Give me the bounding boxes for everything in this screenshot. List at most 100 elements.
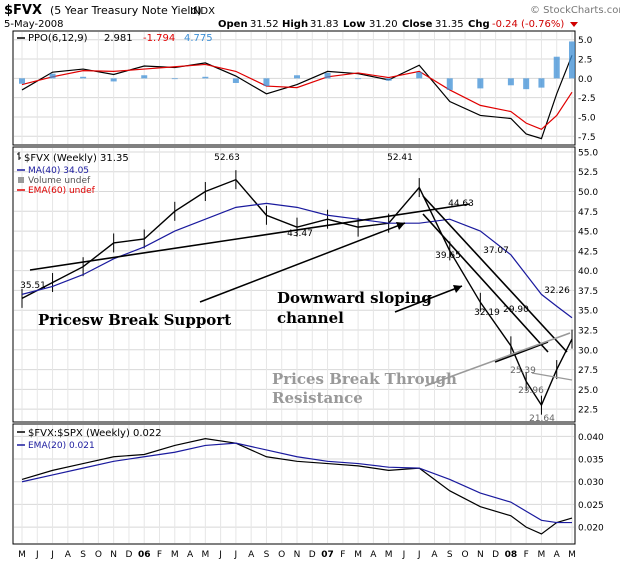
- x-tick-label: J: [35, 550, 39, 560]
- x-tick-label: 07: [321, 550, 334, 560]
- ppo-histogram-bar: [416, 72, 423, 79]
- ppo-legend-value: 2.981: [104, 33, 133, 44]
- x-tick-label: J: [50, 550, 54, 560]
- price-point-label: 37.07: [483, 246, 509, 256]
- ppo-legend-name: PPO(6,12,9): [28, 33, 88, 44]
- y-tick-label: 22.5: [578, 406, 598, 416]
- ratio-legend-name: $FVX:$SPX (Weekly) 0.022: [28, 428, 162, 439]
- arrow-support: [199, 222, 406, 303]
- x-tick-label: A: [248, 550, 255, 560]
- high-label: High: [282, 19, 308, 30]
- support-trendline: [29, 203, 471, 271]
- ma-legend: MA(40) 34.05: [28, 166, 89, 176]
- x-tick-label: J: [402, 550, 406, 560]
- y-tick-label: 35.0: [578, 307, 598, 317]
- y-tick-label: 27.5: [578, 366, 598, 376]
- x-tick-label: M: [568, 550, 576, 560]
- y-tick-label: 5.0: [578, 36, 593, 46]
- y-tick-label: 0.025: [578, 501, 604, 511]
- y-tick-label: 0.040: [578, 433, 604, 443]
- y-tick-label: 50.0: [578, 188, 598, 198]
- downward-channel-label-1: Downward sloping: [277, 289, 432, 307]
- ratio-panel-frame: [12, 423, 576, 545]
- price-legend: $FVX (Weekly) 31.35 MA(40) 34.05 Volume …: [17, 152, 129, 196]
- ppo-histogram-bar: [523, 78, 530, 90]
- y-tick-label: 47.5: [578, 208, 598, 218]
- ppo-histogram-bar: [507, 78, 514, 86]
- price-series: [21, 170, 573, 415]
- arrow-channel-head: [453, 285, 462, 293]
- ratio-y-ticks: 0.040 0.035 0.030 0.025 0.020: [578, 433, 604, 534]
- ppo-hist-value: 4.775: [184, 33, 213, 44]
- vertical-grid: [21, 32, 573, 543]
- down-arrow-icon: [570, 22, 578, 27]
- ppo-histogram-bar: [477, 78, 484, 89]
- downward-channel-label-2: channel: [277, 309, 344, 327]
- x-tick-label: D: [492, 550, 499, 560]
- channel-bottom-line: [494, 341, 549, 363]
- price-point-label: 32.26: [544, 286, 570, 296]
- ratio-ema-legend: EMA(20) 0.021: [28, 441, 95, 451]
- price-point-label: 52.41: [387, 153, 413, 163]
- ppo-histogram-bar: [324, 72, 331, 79]
- ppo-histogram-bar: [355, 78, 362, 80]
- price-point-label: 43.47: [287, 229, 313, 239]
- ppo-y-ticks: 5.0 2.5 0.0 -2.5 -5.0 -7.5: [578, 36, 596, 143]
- price-point-label: 25.39: [510, 366, 536, 376]
- x-tick-label: A: [370, 550, 377, 560]
- ppo-histogram-bar: [385, 78, 392, 81]
- bar-icon: [17, 152, 21, 160]
- close-value: 31.35: [435, 19, 464, 30]
- series-line-ema-20-: [21, 442, 572, 524]
- x-tick-label: M: [354, 550, 362, 560]
- series-line--fvx-spx: [21, 438, 573, 535]
- ppo-series: [19, 41, 575, 140]
- y-tick-label: 32.5: [578, 327, 598, 337]
- ppo-legend: PPO(6,12,9) 2.981 -1.794 4.775: [17, 33, 213, 44]
- volume-legend: Volume undef: [28, 176, 91, 186]
- watermark: © StockCharts.com: [530, 5, 620, 16]
- x-tick-label: F: [524, 550, 529, 560]
- price-point-label: 35.51: [20, 281, 46, 291]
- y-tick-label: 30.0: [578, 346, 598, 356]
- ppo-histogram-bar: [141, 75, 148, 79]
- close-label: Close: [402, 19, 433, 30]
- ppo-histogram-bar: [569, 41, 575, 79]
- ema-legend: EMA(60) undef: [28, 186, 96, 196]
- x-tick-label: 06: [138, 550, 151, 560]
- x-tick-label: A: [431, 550, 438, 560]
- ppo-histogram-bar: [446, 78, 453, 90]
- high-value: 31.83: [310, 19, 339, 30]
- y-tick-label: 37.5: [578, 287, 598, 297]
- y-tick-label: 55.0: [578, 148, 598, 158]
- y-tick-label: 40.0: [578, 267, 598, 277]
- y-tick-label: 25.0: [578, 386, 598, 396]
- price-legend-name: $FVX (Weekly) 31.35: [24, 153, 129, 164]
- open-value: 31.52: [250, 19, 279, 30]
- price-point-label: 29.90: [503, 305, 529, 315]
- x-tick-label: S: [264, 550, 270, 560]
- break-resistance-label-1: Prices Break Through: [272, 370, 457, 388]
- x-tick-label: M: [538, 550, 546, 560]
- y-tick-label: -5.0: [578, 113, 596, 123]
- ppo-signal-value: -1.794: [143, 33, 175, 44]
- series-line-ma-40-: [21, 202, 573, 319]
- x-tick-label: M: [385, 550, 393, 560]
- annotations: Pricesw Break Support Downward sloping c…: [29, 195, 573, 407]
- x-tick-label: M: [171, 550, 179, 560]
- x-tick-label: N: [294, 550, 301, 560]
- x-tick-label: M: [201, 550, 209, 560]
- x-tick-label: S: [447, 550, 453, 560]
- ppo-histogram-bar: [49, 73, 56, 79]
- x-tick-label: N: [477, 550, 484, 560]
- low-value: 31.20: [369, 19, 398, 30]
- x-tick-label: J: [417, 550, 421, 560]
- x-tick-label: A: [65, 550, 72, 560]
- chart-exchange: INDX: [190, 6, 215, 17]
- break-support-label: Pricesw Break Support: [38, 311, 231, 329]
- ppo-histogram-bar: [202, 76, 209, 79]
- ppo-histogram-bar: [80, 76, 87, 79]
- x-tick-label: O: [278, 550, 285, 560]
- ppo-histogram-bar: [263, 78, 270, 87]
- x-tick-label: F: [157, 550, 162, 560]
